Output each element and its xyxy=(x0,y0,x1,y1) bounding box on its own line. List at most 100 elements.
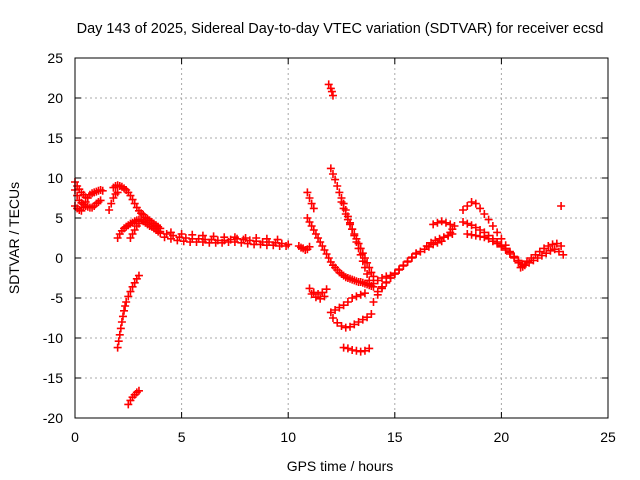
series-track-v xyxy=(326,289,369,317)
y-tick-label: 0 xyxy=(55,250,63,266)
data-point xyxy=(360,289,369,298)
data-point xyxy=(497,242,506,251)
data-point xyxy=(105,206,114,214)
data-point xyxy=(422,242,431,250)
data-point xyxy=(305,194,314,202)
data-point xyxy=(529,256,538,265)
data-points xyxy=(71,80,568,409)
series-track-ac xyxy=(429,217,455,229)
y-tick-label: 25 xyxy=(47,50,63,66)
data-point xyxy=(416,247,425,256)
y-axis-label: SDTVAR / TECUs xyxy=(6,182,22,294)
data-point xyxy=(115,330,124,339)
data-point xyxy=(114,337,123,346)
data-point xyxy=(365,344,374,353)
data-point xyxy=(241,234,250,242)
data-point xyxy=(156,227,165,236)
data-point xyxy=(252,234,261,242)
series-track-ag xyxy=(463,230,523,266)
data-point xyxy=(341,323,350,332)
data-point xyxy=(343,344,352,353)
data-point xyxy=(514,258,523,266)
data-point xyxy=(557,242,566,250)
data-point xyxy=(533,254,542,262)
data-point xyxy=(113,188,122,197)
data-point xyxy=(365,276,374,285)
data-point xyxy=(303,188,312,197)
x-axis-label: GPS time / hours xyxy=(287,458,394,474)
data-point xyxy=(369,272,378,281)
data-point xyxy=(546,246,555,255)
series-track-x xyxy=(339,343,374,356)
data-point xyxy=(339,204,348,213)
data-point xyxy=(441,218,450,227)
data-point xyxy=(520,261,529,270)
y-tick-label: 20 xyxy=(47,90,63,106)
series-track-d xyxy=(71,202,88,215)
y-tick-label: 15 xyxy=(47,130,63,146)
data-point xyxy=(339,301,348,310)
x-tick-label: 0 xyxy=(71,429,79,445)
data-point xyxy=(126,287,135,296)
data-point xyxy=(488,222,497,230)
data-point xyxy=(467,198,476,206)
data-point xyxy=(516,263,525,272)
data-point xyxy=(328,91,337,100)
data-point xyxy=(476,204,485,213)
data-point xyxy=(134,219,143,228)
data-point xyxy=(328,314,337,322)
data-point xyxy=(305,284,314,293)
data-point xyxy=(367,310,376,318)
series-track-s xyxy=(324,80,337,100)
data-point xyxy=(471,223,480,232)
data-point xyxy=(369,298,378,306)
y-tick-label: -5 xyxy=(51,290,64,306)
data-point xyxy=(354,239,363,248)
data-point xyxy=(307,199,316,208)
data-point xyxy=(557,202,566,210)
grid-lines xyxy=(75,58,608,418)
data-point xyxy=(554,247,563,256)
data-point xyxy=(121,302,130,310)
data-point xyxy=(369,279,378,288)
data-point xyxy=(427,238,436,247)
data-point xyxy=(471,199,480,208)
data-point xyxy=(160,233,169,242)
data-point xyxy=(480,233,489,242)
data-point xyxy=(335,303,344,312)
data-point xyxy=(305,242,314,251)
data-point xyxy=(73,191,82,200)
series-track-r xyxy=(337,198,378,281)
data-point xyxy=(365,263,374,272)
series-track-i xyxy=(113,271,143,352)
data-point xyxy=(122,298,131,306)
data-point xyxy=(480,210,489,218)
data-point xyxy=(550,245,559,254)
data-point xyxy=(352,346,361,355)
data-point xyxy=(333,182,342,190)
series-track-j xyxy=(124,386,143,409)
data-point xyxy=(79,203,88,212)
data-point xyxy=(117,318,126,326)
data-point xyxy=(510,254,519,262)
data-point xyxy=(544,242,553,250)
data-point xyxy=(525,258,534,267)
series-track-u xyxy=(307,290,329,303)
data-point xyxy=(493,228,502,237)
data-point xyxy=(403,258,412,266)
data-point xyxy=(429,220,438,229)
data-point xyxy=(328,170,337,178)
data-point xyxy=(435,234,444,243)
data-point xyxy=(273,235,282,244)
data-point xyxy=(322,285,331,294)
y-tick-label: -20 xyxy=(43,410,63,426)
data-point xyxy=(326,308,335,317)
data-point xyxy=(373,276,382,285)
data-point xyxy=(220,233,229,242)
data-point xyxy=(350,320,359,329)
data-point xyxy=(96,196,105,205)
data-point xyxy=(390,270,399,278)
data-point xyxy=(352,234,361,243)
data-point xyxy=(386,274,395,282)
